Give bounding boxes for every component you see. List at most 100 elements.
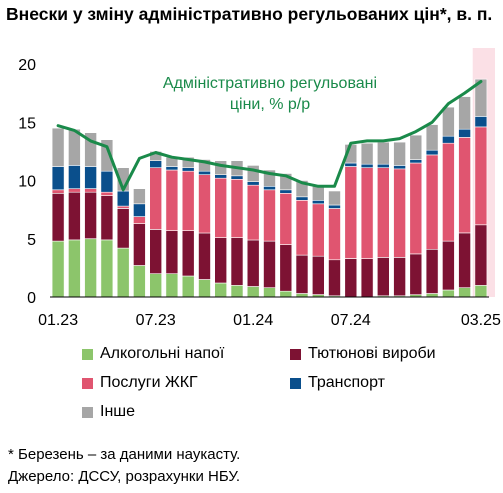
x-tick-label: 01.23 (38, 312, 78, 329)
bar-segment-s0 (68, 239, 81, 298)
bar-segment-s0 (149, 273, 162, 298)
bar-segment-s0 (425, 293, 439, 298)
bar-segment-s0 (458, 287, 471, 298)
bar-segment-s2 (263, 189, 276, 242)
bar-segment-s2 (230, 179, 244, 238)
bar-segment-s1 (133, 223, 146, 266)
legend-label: Інше (100, 403, 136, 420)
bar-segment-s3 (425, 149, 439, 156)
bar-segment-s0 (442, 289, 455, 298)
bar-segment-s3 (263, 186, 276, 191)
bar-segment-s1 (311, 255, 325, 295)
bar-segment-s3 (246, 181, 260, 186)
bar-segment-s0 (246, 286, 260, 298)
footnote-source: Джерело: ДССУ, розрахунки НБУ. (8, 468, 241, 485)
y-tick-label: 20 (18, 57, 36, 74)
bar-segment-s2 (100, 191, 114, 196)
bar-segment-s3 (409, 159, 423, 164)
bar-segment-s1 (360, 258, 374, 298)
bar-segment-s4 (214, 160, 227, 175)
bar-segment-s1 (214, 237, 227, 284)
bar-segment-s2 (149, 167, 162, 230)
bar-segment-s4 (246, 165, 260, 183)
bar-segment-s4 (328, 190, 341, 206)
x-tick-label: 01.24 (233, 312, 273, 329)
bar-segment-s3 (295, 196, 309, 201)
bar-segment-s2 (360, 167, 374, 259)
bar-segment-s2 (295, 200, 309, 256)
legend: Алкогольні напої Тютюнові вироби Послуги… (0, 345, 503, 425)
bar-segment-s3 (198, 170, 211, 175)
footnote-nowcast: * Березень – за даними наукасту. (8, 446, 241, 463)
bar-segment-s2 (116, 205, 130, 209)
bar-segment-s3 (214, 174, 227, 179)
bar-segment-s2 (165, 169, 179, 231)
bar-segment-s4 (442, 106, 455, 137)
bar-segment-s1 (295, 254, 309, 294)
bar-segment-s2 (246, 184, 260, 241)
bar-segment-s1 (328, 259, 341, 297)
bar-segment-s3 (181, 167, 195, 172)
bar-segment-s3 (474, 116, 488, 128)
bar-segment-s3 (116, 190, 130, 207)
bar-segment-s2 (393, 168, 406, 258)
line-series (56, 80, 483, 192)
x-tick-label: 07.24 (331, 312, 371, 329)
bar-segment-s1 (458, 232, 471, 288)
legend-item-other: Інше (82, 403, 135, 421)
bar-segment-s2 (214, 177, 227, 238)
bar-segment-s3 (68, 165, 81, 190)
bar-segment-s2 (279, 193, 293, 245)
bar-segment-s2 (376, 167, 390, 258)
bar-segment-s0 (116, 247, 130, 298)
regulated-prices-line (56, 80, 483, 192)
footnote: * Березень – за даними наукасту. Джерело… (8, 444, 240, 488)
bar-segment-s4 (425, 124, 439, 151)
legend-label: Транспорт (308, 374, 385, 391)
bar-segment-s4 (474, 78, 488, 117)
bar-segment-s0 (230, 285, 244, 298)
bar-segment-s1 (181, 230, 195, 277)
bar-segment-s0 (84, 238, 97, 298)
bar-segment-s4 (360, 142, 374, 165)
bar-segment-s2 (133, 216, 146, 224)
bar-segment-s1 (474, 224, 488, 286)
bar-segment-s4 (198, 159, 211, 172)
y-tick-label: 5 (27, 232, 36, 249)
bar-segment-s3 (149, 160, 162, 168)
bar-segment-s4 (376, 141, 390, 165)
bar-segment-s2 (51, 189, 65, 194)
bar-segment-s3 (376, 163, 390, 168)
legend-swatch (82, 348, 93, 360)
bar-segment-s0 (295, 293, 309, 298)
bar-segment-s2 (442, 142, 455, 242)
legend-item-utilities: Послуги ЖКГ (82, 374, 198, 392)
y-tick-label: 0 (27, 290, 36, 307)
bar-segment-s2 (311, 203, 325, 257)
bar-segment-s4 (133, 188, 146, 205)
x-tick-label: 07.23 (136, 312, 176, 329)
line-label: Адміністративно регульовані (163, 75, 377, 92)
bar-segment-s2 (84, 188, 97, 193)
bar-segment-s3 (311, 200, 325, 205)
bar-segment-s3 (100, 170, 114, 193)
bar-segment-s1 (263, 240, 276, 289)
legend-swatch (82, 377, 93, 389)
bar-segment-s0 (279, 290, 293, 298)
bar-segment-s4 (409, 134, 423, 160)
line-label-units: ціни, % р/р (230, 96, 310, 113)
bar-segment-s1 (230, 237, 244, 286)
y-axis: 0 5 10 15 20 (18, 57, 36, 307)
bar-segment-s3 (458, 128, 471, 138)
bar-segment-s4 (393, 141, 406, 166)
bar-segment-s4 (458, 96, 471, 130)
bar-segment-s1 (246, 239, 260, 287)
bar-segment-s0 (181, 275, 195, 298)
bar-segment-s3 (360, 163, 374, 168)
bar-segment-s0 (165, 273, 179, 298)
bar-segment-s2 (328, 208, 341, 261)
x-tick-label: 03.25 (461, 312, 501, 329)
bar-segment-s1 (425, 248, 439, 294)
bar-segment-s1 (442, 240, 455, 291)
bar-segment-s3 (230, 175, 244, 180)
